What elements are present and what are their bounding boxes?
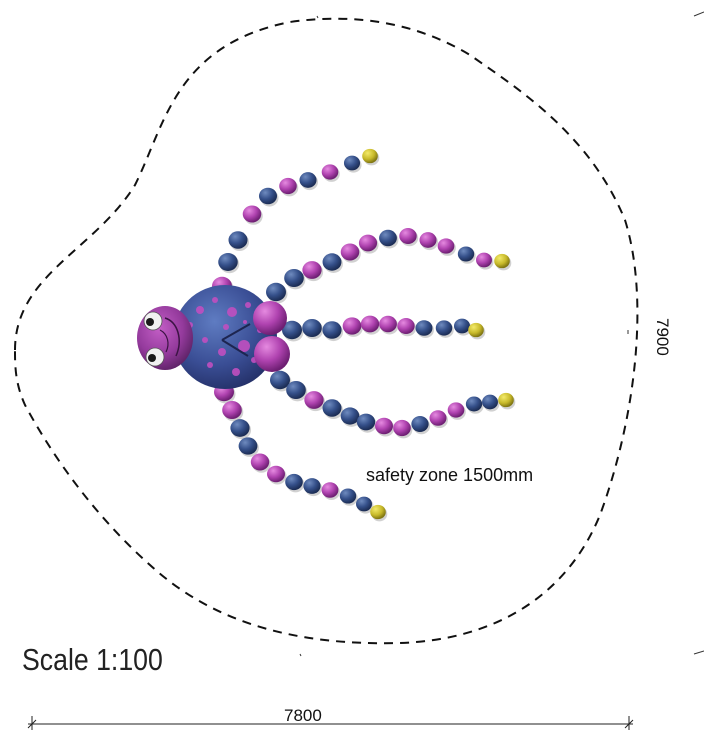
arm-segment bbox=[322, 399, 342, 417]
octopus-arm bbox=[266, 227, 512, 304]
arm-tip bbox=[498, 392, 514, 408]
arm-segment bbox=[375, 417, 393, 435]
arm-segment bbox=[270, 370, 290, 390]
arm-segment bbox=[453, 318, 471, 334]
arm-segment bbox=[282, 320, 302, 340]
arm-segment bbox=[435, 320, 453, 336]
arm-segment bbox=[340, 243, 360, 261]
arm-segment bbox=[321, 482, 339, 498]
arm-tip bbox=[370, 504, 386, 520]
arm-segment bbox=[267, 465, 285, 483]
arm-segment bbox=[419, 232, 437, 248]
arm-segment bbox=[302, 319, 322, 337]
arm-segment bbox=[228, 231, 248, 249]
arm-tip bbox=[494, 253, 510, 269]
arm-segment bbox=[303, 478, 321, 494]
arm-tip bbox=[468, 322, 484, 338]
safety-zone-label: safety zone 1500mm bbox=[366, 465, 534, 485]
arm-segment bbox=[286, 380, 306, 400]
arm-tip bbox=[362, 148, 378, 164]
arm-segment bbox=[465, 396, 483, 412]
arm-segment bbox=[457, 246, 475, 262]
arm-segment bbox=[222, 400, 242, 420]
arm-segment bbox=[266, 282, 286, 302]
height-dimension-label: 7900 bbox=[653, 318, 672, 356]
arm-segment bbox=[397, 318, 415, 334]
scale-label: Scale 1:100 bbox=[22, 642, 163, 677]
arm-segment bbox=[415, 320, 433, 336]
octopus-arms bbox=[212, 148, 516, 522]
arm-segment bbox=[340, 407, 360, 425]
arm-segment bbox=[299, 172, 317, 188]
arm-segment bbox=[250, 453, 270, 471]
arm-segment bbox=[321, 164, 339, 180]
arm-segment bbox=[230, 419, 250, 437]
width-dimension-label: 7800 bbox=[284, 706, 322, 725]
arm-segment bbox=[379, 229, 397, 247]
octopus-arm bbox=[212, 148, 380, 298]
width-dimension-line bbox=[27, 716, 634, 730]
arm-segment bbox=[238, 437, 258, 455]
arm-segment bbox=[339, 488, 357, 504]
arm-segment bbox=[342, 317, 362, 335]
arm-segment bbox=[429, 410, 447, 426]
arm-segment bbox=[447, 402, 465, 418]
arm-segment bbox=[302, 261, 322, 279]
arm-segment bbox=[356, 413, 376, 431]
safety-zone-outline bbox=[13, 17, 639, 645]
arm-segment bbox=[356, 496, 372, 512]
arm-segment bbox=[242, 205, 262, 223]
arm-segment bbox=[358, 234, 378, 252]
arm-segment bbox=[279, 177, 297, 195]
arm-segment bbox=[437, 238, 455, 254]
arm-segment bbox=[304, 391, 324, 409]
arm-segment bbox=[258, 187, 278, 205]
octopus-body bbox=[173, 285, 290, 389]
arm-segment bbox=[322, 321, 342, 339]
octopus-head bbox=[137, 306, 193, 370]
arm-segment bbox=[399, 227, 417, 245]
arm-segment bbox=[411, 416, 429, 432]
arm-segment bbox=[393, 419, 411, 437]
arm-segment bbox=[218, 253, 238, 271]
dimension-ticks bbox=[299, 11, 704, 657]
octopus-arm bbox=[270, 370, 516, 439]
arm-segment bbox=[482, 394, 498, 410]
arm-segment bbox=[379, 315, 397, 333]
octopus-arm bbox=[282, 315, 486, 342]
octopus-arm bbox=[214, 382, 388, 522]
eye-icon bbox=[145, 347, 165, 367]
arm-segment bbox=[360, 315, 380, 333]
arm-segment bbox=[322, 253, 342, 271]
eye-icon bbox=[143, 311, 163, 331]
arm-segment bbox=[343, 155, 361, 171]
arm-segment bbox=[476, 252, 492, 268]
arm-segment bbox=[285, 473, 303, 491]
arm-segment bbox=[284, 268, 304, 288]
